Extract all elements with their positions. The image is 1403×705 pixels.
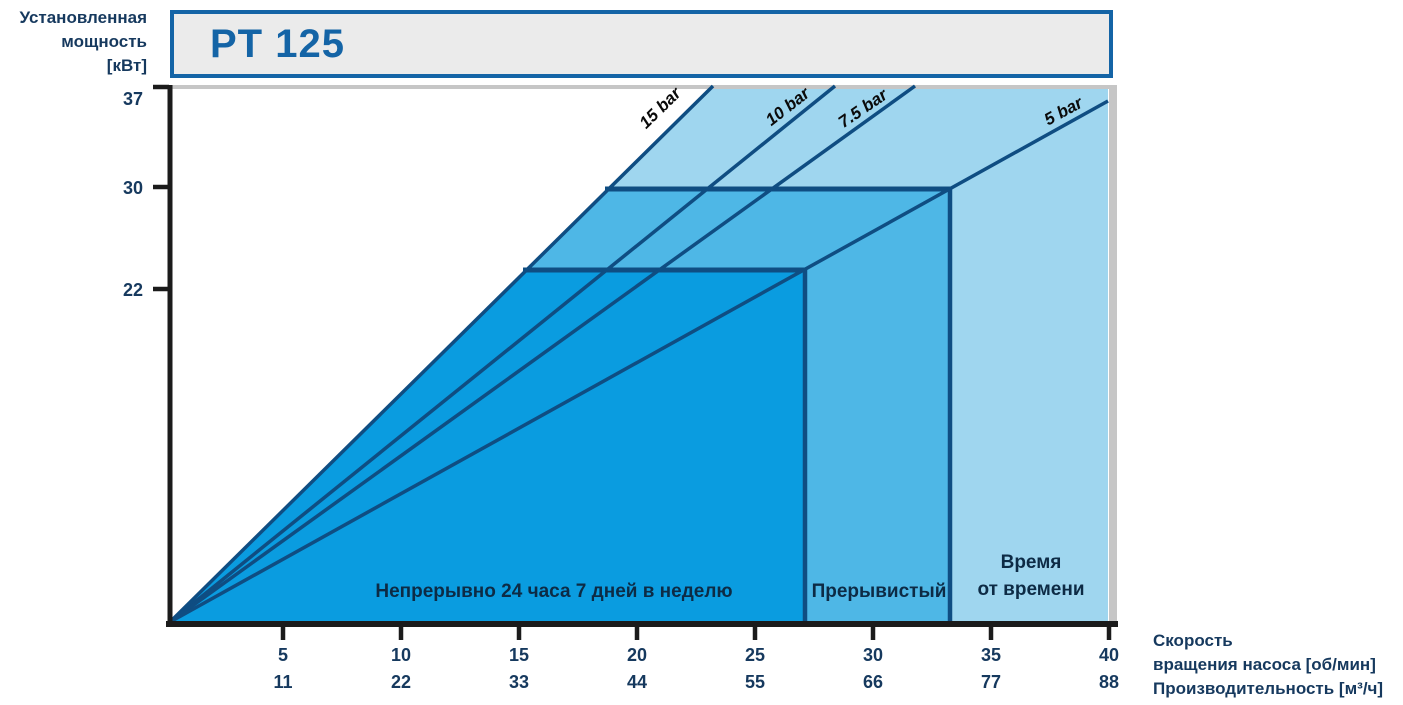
x-tick-label-speed-40: 40 [1099, 645, 1119, 665]
x-tick-label-capacity-77: 77 [981, 672, 1001, 692]
region-label-occasional: Время [1001, 552, 1062, 573]
pressure-line-15-bar [168, 84, 715, 624]
x-axis-speed-label-line: Скорость [1153, 631, 1233, 650]
pressure-line-7-5-bar [168, 84, 917, 624]
region-label-continuous: Непрерывно 24 часа 7 дней в неделю [375, 581, 732, 602]
x-tick-label-speed-15: 15 [509, 645, 529, 665]
region-occasional-fill [609, 86, 1108, 622]
pressure-line-10-bar [168, 84, 837, 624]
region-label-occasional: от времени [977, 579, 1084, 600]
x-axis-title: Скорость вращения насоса [об/мин] Произв… [1153, 629, 1403, 701]
x-tick-label-capacity-88: 88 [1099, 672, 1119, 692]
x-tick-label-speed-20: 20 [627, 645, 647, 665]
y-tick-label-22: 22 [123, 280, 143, 300]
region-label-intermittent: Прерывистый [812, 581, 947, 602]
y-axis-title-line: мощность [61, 32, 147, 51]
y-axis-title: Установленная мощность [кВт] [0, 6, 147, 78]
x-tick-label-capacity-22: 22 [391, 672, 411, 692]
x-tick-label-speed-35: 35 [981, 645, 1001, 665]
x-tick-label-capacity-11: 11 [273, 672, 292, 692]
y-tick-label-30: 30 [123, 178, 143, 198]
x-tick-label-speed-10: 10 [391, 645, 411, 665]
x-tick-label-capacity-33: 33 [509, 672, 529, 692]
y-axis-title-line: Установленная [19, 8, 147, 27]
region-intermittent-fill [527, 189, 950, 622]
y-tick-label-37: 37 [123, 89, 143, 109]
pressure-line-5-bar [169, 99, 1109, 624]
y-axis-title-line: [кВт] [106, 56, 147, 75]
x-tick-label-capacity-44: 44 [627, 672, 647, 692]
x-tick-label-speed-30: 30 [863, 645, 883, 665]
x-tick-label-speed-25: 25 [745, 645, 765, 665]
x-tick-label-capacity-66: 66 [863, 672, 883, 692]
x-axis-speed-label-line: вращения насоса [об/мин] [1153, 655, 1376, 674]
x-tick-label-capacity-55: 55 [745, 672, 765, 692]
x-tick-label-speed-5: 5 [278, 645, 288, 665]
chart-title-box: PT 125 [170, 10, 1113, 78]
x-axis-capacity-label: Производительность [м³/ч] [1153, 679, 1384, 698]
chart-title: PT 125 [210, 21, 345, 66]
